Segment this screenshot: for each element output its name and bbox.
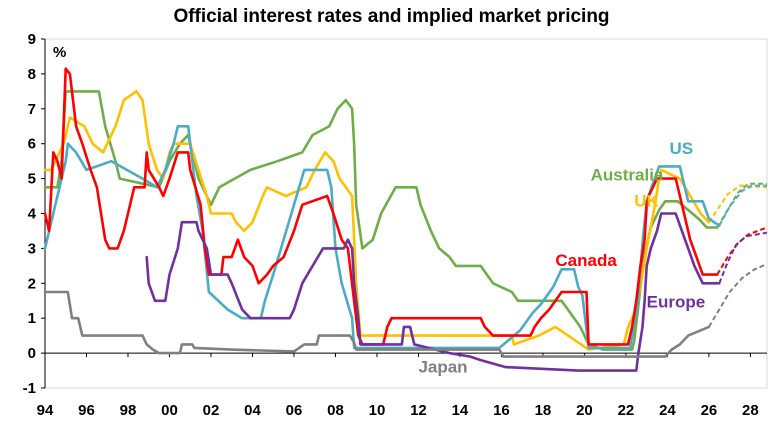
x-tick-label: 12 bbox=[410, 402, 427, 419]
x-tick-label: 22 bbox=[618, 402, 635, 419]
y-tick-label: 3 bbox=[28, 240, 36, 257]
x-tick-label: 26 bbox=[701, 402, 718, 419]
x-tick-label: 24 bbox=[659, 402, 676, 419]
x-tick-label: 94 bbox=[37, 402, 54, 419]
implied-pricing-canada bbox=[716, 226, 768, 276]
implied-pricing-australia bbox=[716, 182, 767, 229]
implied-pricing-uk bbox=[708, 184, 768, 223]
series-line-europe bbox=[145, 212, 721, 372]
implied-pricing-europe bbox=[718, 231, 768, 284]
y-tick-label: 6 bbox=[28, 136, 36, 153]
x-tick-label: 20 bbox=[576, 402, 593, 419]
series-label-canada: Canada bbox=[555, 251, 617, 270]
series-line-australia bbox=[43, 90, 719, 351]
y-tick-label: 4 bbox=[28, 206, 37, 223]
labels-layer: US Australia UK Canada Europe Japan bbox=[418, 139, 705, 376]
x-tick-label: 16 bbox=[493, 402, 510, 419]
series-label-us: US bbox=[669, 139, 693, 158]
x-tick-label: 14 bbox=[452, 402, 469, 419]
x-tick-label: 00 bbox=[161, 402, 178, 419]
y-tick-label: 9 bbox=[28, 31, 36, 48]
y-tick-label: -1 bbox=[23, 380, 36, 397]
x-tick-label: 04 bbox=[244, 402, 261, 419]
x-tick-label: 18 bbox=[535, 402, 552, 419]
y-tick-label: 0 bbox=[28, 345, 36, 362]
y-tick-label: 8 bbox=[28, 66, 36, 83]
series-line-uk bbox=[43, 90, 711, 351]
series-label-japan: Japan bbox=[418, 357, 467, 376]
y-tick-label: 5 bbox=[28, 171, 36, 188]
y-tick-label: 7 bbox=[28, 101, 36, 118]
series-label-europe: Europe bbox=[647, 293, 706, 312]
implied-pricing-japan bbox=[708, 263, 768, 328]
x-tick-label: 08 bbox=[327, 402, 344, 419]
series-line-canada bbox=[43, 67, 719, 346]
x-tick-label: 06 bbox=[286, 402, 303, 419]
x-tick-label: 96 bbox=[78, 402, 95, 419]
series-label-australia: Australia bbox=[591, 165, 664, 184]
y-axis-label: % bbox=[53, 44, 66, 61]
x-tick-label: 02 bbox=[203, 402, 220, 419]
series-line-japan bbox=[43, 290, 711, 358]
implied-pricing-us bbox=[718, 184, 767, 227]
y-tick-label: 2 bbox=[28, 275, 36, 292]
chart-title: Official interest rates and implied mark… bbox=[173, 6, 610, 27]
x-tick-label: 98 bbox=[120, 402, 137, 419]
series-line-us bbox=[43, 125, 721, 350]
x-tick-label: 10 bbox=[369, 402, 386, 419]
x-tick-label: 28 bbox=[742, 402, 759, 419]
series-layer bbox=[43, 67, 768, 372]
series-label-uk: UK bbox=[634, 192, 659, 211]
y-tick-label: 1 bbox=[28, 310, 36, 327]
